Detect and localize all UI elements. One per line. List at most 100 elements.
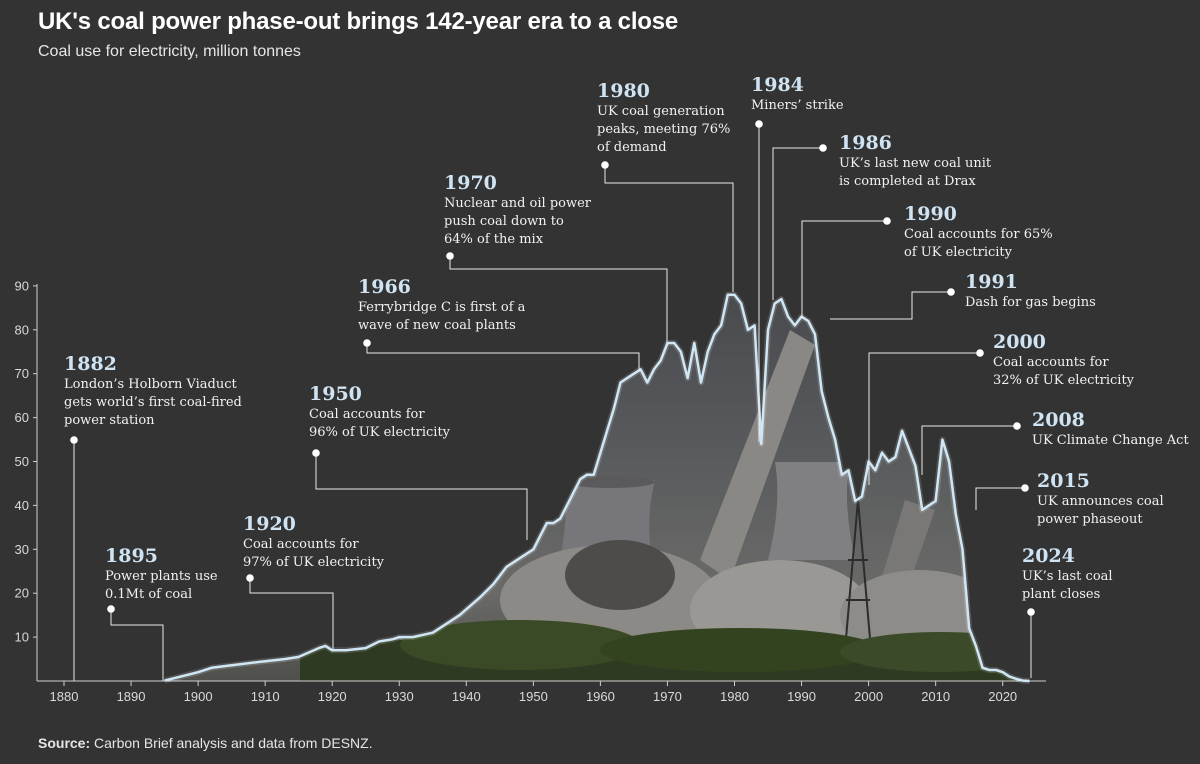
- annotation-dot: [312, 449, 320, 457]
- annotation-text-line: is completed at Drax: [839, 174, 976, 189]
- x-tick-label: 1910: [251, 689, 280, 704]
- annotation-text-line: UK coal generation: [597, 104, 725, 119]
- x-tick-label: 1890: [117, 689, 146, 704]
- annotation-1970: 1970 Nuclear and oil power push coal down …: [444, 172, 668, 346]
- annotation-dot: [883, 217, 891, 225]
- x-tick-label: 2000: [854, 689, 883, 704]
- annotation-1895: 1895 Power plants use 0.1Mt of coal: [105, 545, 218, 681]
- y-tick-label: 20: [15, 586, 29, 601]
- annotation-year: 1882: [64, 353, 117, 375]
- source-note: Source: Carbon Brief analysis and data f…: [38, 735, 373, 751]
- annotation-dot: [1013, 422, 1021, 430]
- x-tick-label: 1900: [184, 689, 213, 704]
- annotation-text-line: plant closes: [1022, 587, 1100, 602]
- annotation-text-line: UK’s last new coal unit: [839, 156, 992, 171]
- annotation-dot: [601, 161, 609, 169]
- annotation-1984: 1984 Miners’ strike: [751, 74, 844, 442]
- x-tick-label: 1990: [787, 689, 816, 704]
- annotation-dot: [446, 252, 454, 260]
- annotation-dot: [755, 120, 763, 128]
- annotation-year: 1970: [444, 172, 497, 194]
- annotation-text-line: peaks, meeting 76%: [597, 122, 730, 137]
- annotation-dot: [70, 436, 78, 444]
- annotation-text-line: wave of new coal plants: [358, 318, 516, 333]
- y-tick-label: 40: [15, 498, 29, 513]
- x-tick-label: 1970: [653, 689, 682, 704]
- series-layer: [163, 291, 1030, 684]
- annotation-year: 1950: [309, 383, 362, 405]
- annotation-dot: [819, 144, 827, 152]
- annotation-1882: 1882 London’s Holborn Viaduct gets world’s…: [64, 353, 242, 681]
- annotation-text-line: Power plants use: [105, 569, 218, 584]
- annotation-text-line: UK Climate Change Act: [1032, 433, 1189, 448]
- annotation-year: 2008: [1032, 409, 1085, 431]
- annotation-dot: [107, 605, 115, 613]
- annotation-text-line: Miners’ strike: [751, 98, 844, 113]
- annotation-leader-line: [975, 487, 1025, 510]
- x-tick-label: 2020: [988, 689, 1017, 704]
- annotation-dot: [976, 349, 984, 357]
- annotation-text-line: gets world’s first coal-fired: [64, 395, 242, 410]
- annotation-text-line: power phaseout: [1037, 512, 1143, 527]
- annotation-dot: [363, 339, 371, 347]
- x-tick-label: 1960: [586, 689, 615, 704]
- x-tick-label: 2010: [921, 689, 950, 704]
- chart-subtitle: Coal use for electricity, million tonnes: [38, 43, 301, 60]
- annotation-text-line: 96% of UK electricity: [309, 425, 451, 440]
- annotation-year: 2015: [1037, 470, 1090, 492]
- annotation-text-line: Coal accounts for: [993, 355, 1109, 370]
- annotation-2015: 2015 UK announces coal power phaseout: [975, 470, 1164, 527]
- annotation-1950: 1950 Coal accounts for 96% of UK electrici…: [309, 383, 528, 540]
- y-tick-label: 60: [15, 410, 29, 425]
- annotation-year: 2000: [993, 331, 1046, 353]
- annotation-1920: 1920 Coal accounts for 97% of UK electrici…: [243, 513, 385, 650]
- annotation-text-line: Dash for gas begins: [965, 295, 1096, 310]
- annotation-1991: 1991 Dash for gas begins: [830, 271, 1096, 320]
- annotation-text-line: 0.1Mt of coal: [105, 587, 192, 602]
- annotation-text-line: Coal accounts for: [309, 407, 425, 422]
- annotation-year: 1966: [358, 276, 411, 298]
- annotation-year: 1986: [839, 132, 892, 154]
- annotation-year: 1895: [105, 545, 158, 567]
- annotation-text-line: 97% of UK electricity: [243, 555, 385, 570]
- annotation-leader-line: [366, 343, 640, 372]
- annotation-year: 1980: [597, 80, 650, 102]
- annotation-2008: 2008 UK Climate Change Act: [921, 409, 1189, 475]
- annotation-dot: [1021, 484, 1029, 492]
- annotation-text-line: 32% of UK electricity: [993, 373, 1135, 388]
- annotation-2024: 2024 UK’s last coal plant closes: [1022, 545, 1113, 678]
- annotation-leader-line: [921, 425, 1017, 475]
- annotation-leader-line: [315, 453, 528, 540]
- y-tick-label: 50: [15, 454, 29, 469]
- chart-title: UK's coal power phase-out brings 142-yea…: [38, 8, 679, 35]
- annotation-text-line: UK announces coal: [1037, 494, 1164, 509]
- annotation-leader-line: [449, 256, 668, 346]
- y-tick-label: 80: [15, 322, 29, 337]
- annotation-2000: 2000 Coal accounts for 32% of UK electrici…: [868, 331, 1135, 485]
- annotation-text-line: power station: [64, 413, 155, 428]
- y-tick-label: 90: [15, 278, 29, 293]
- annotation-text-line: of demand: [597, 140, 667, 155]
- series-line-coal-use: [164, 293, 1030, 683]
- annotation-year: 1990: [904, 203, 957, 225]
- annotation-dot: [947, 288, 955, 296]
- annotation-leader-line: [604, 165, 734, 292]
- annotation-leader-line: [868, 352, 980, 485]
- annotation-text-line: Coal accounts for: [243, 537, 359, 552]
- x-tick-label: 1940: [452, 689, 481, 704]
- annotation-text-line: London’s Holborn Viaduct: [64, 377, 238, 392]
- annotation-text-line: Coal accounts for 65%: [904, 227, 1053, 242]
- annotation-dot: [246, 574, 254, 582]
- annotations: 1882 London’s Holborn Viaduct gets world’s…: [64, 74, 1189, 681]
- annotation-leader-line: [830, 291, 951, 320]
- annotation-leader-line: [801, 220, 887, 318]
- annotation-text-line: UK’s last coal: [1022, 569, 1113, 584]
- x-tick-label: 1930: [385, 689, 414, 704]
- annotation-text-line: of UK electricity: [904, 245, 1013, 260]
- source-label: Source:: [38, 735, 91, 751]
- annotation-text-line: 64% of the mix: [444, 232, 544, 247]
- annotation-year: 1984: [751, 74, 804, 96]
- annotation-text-line: Ferrybridge C is first of a: [358, 300, 526, 315]
- annotation-leader-line: [249, 578, 334, 650]
